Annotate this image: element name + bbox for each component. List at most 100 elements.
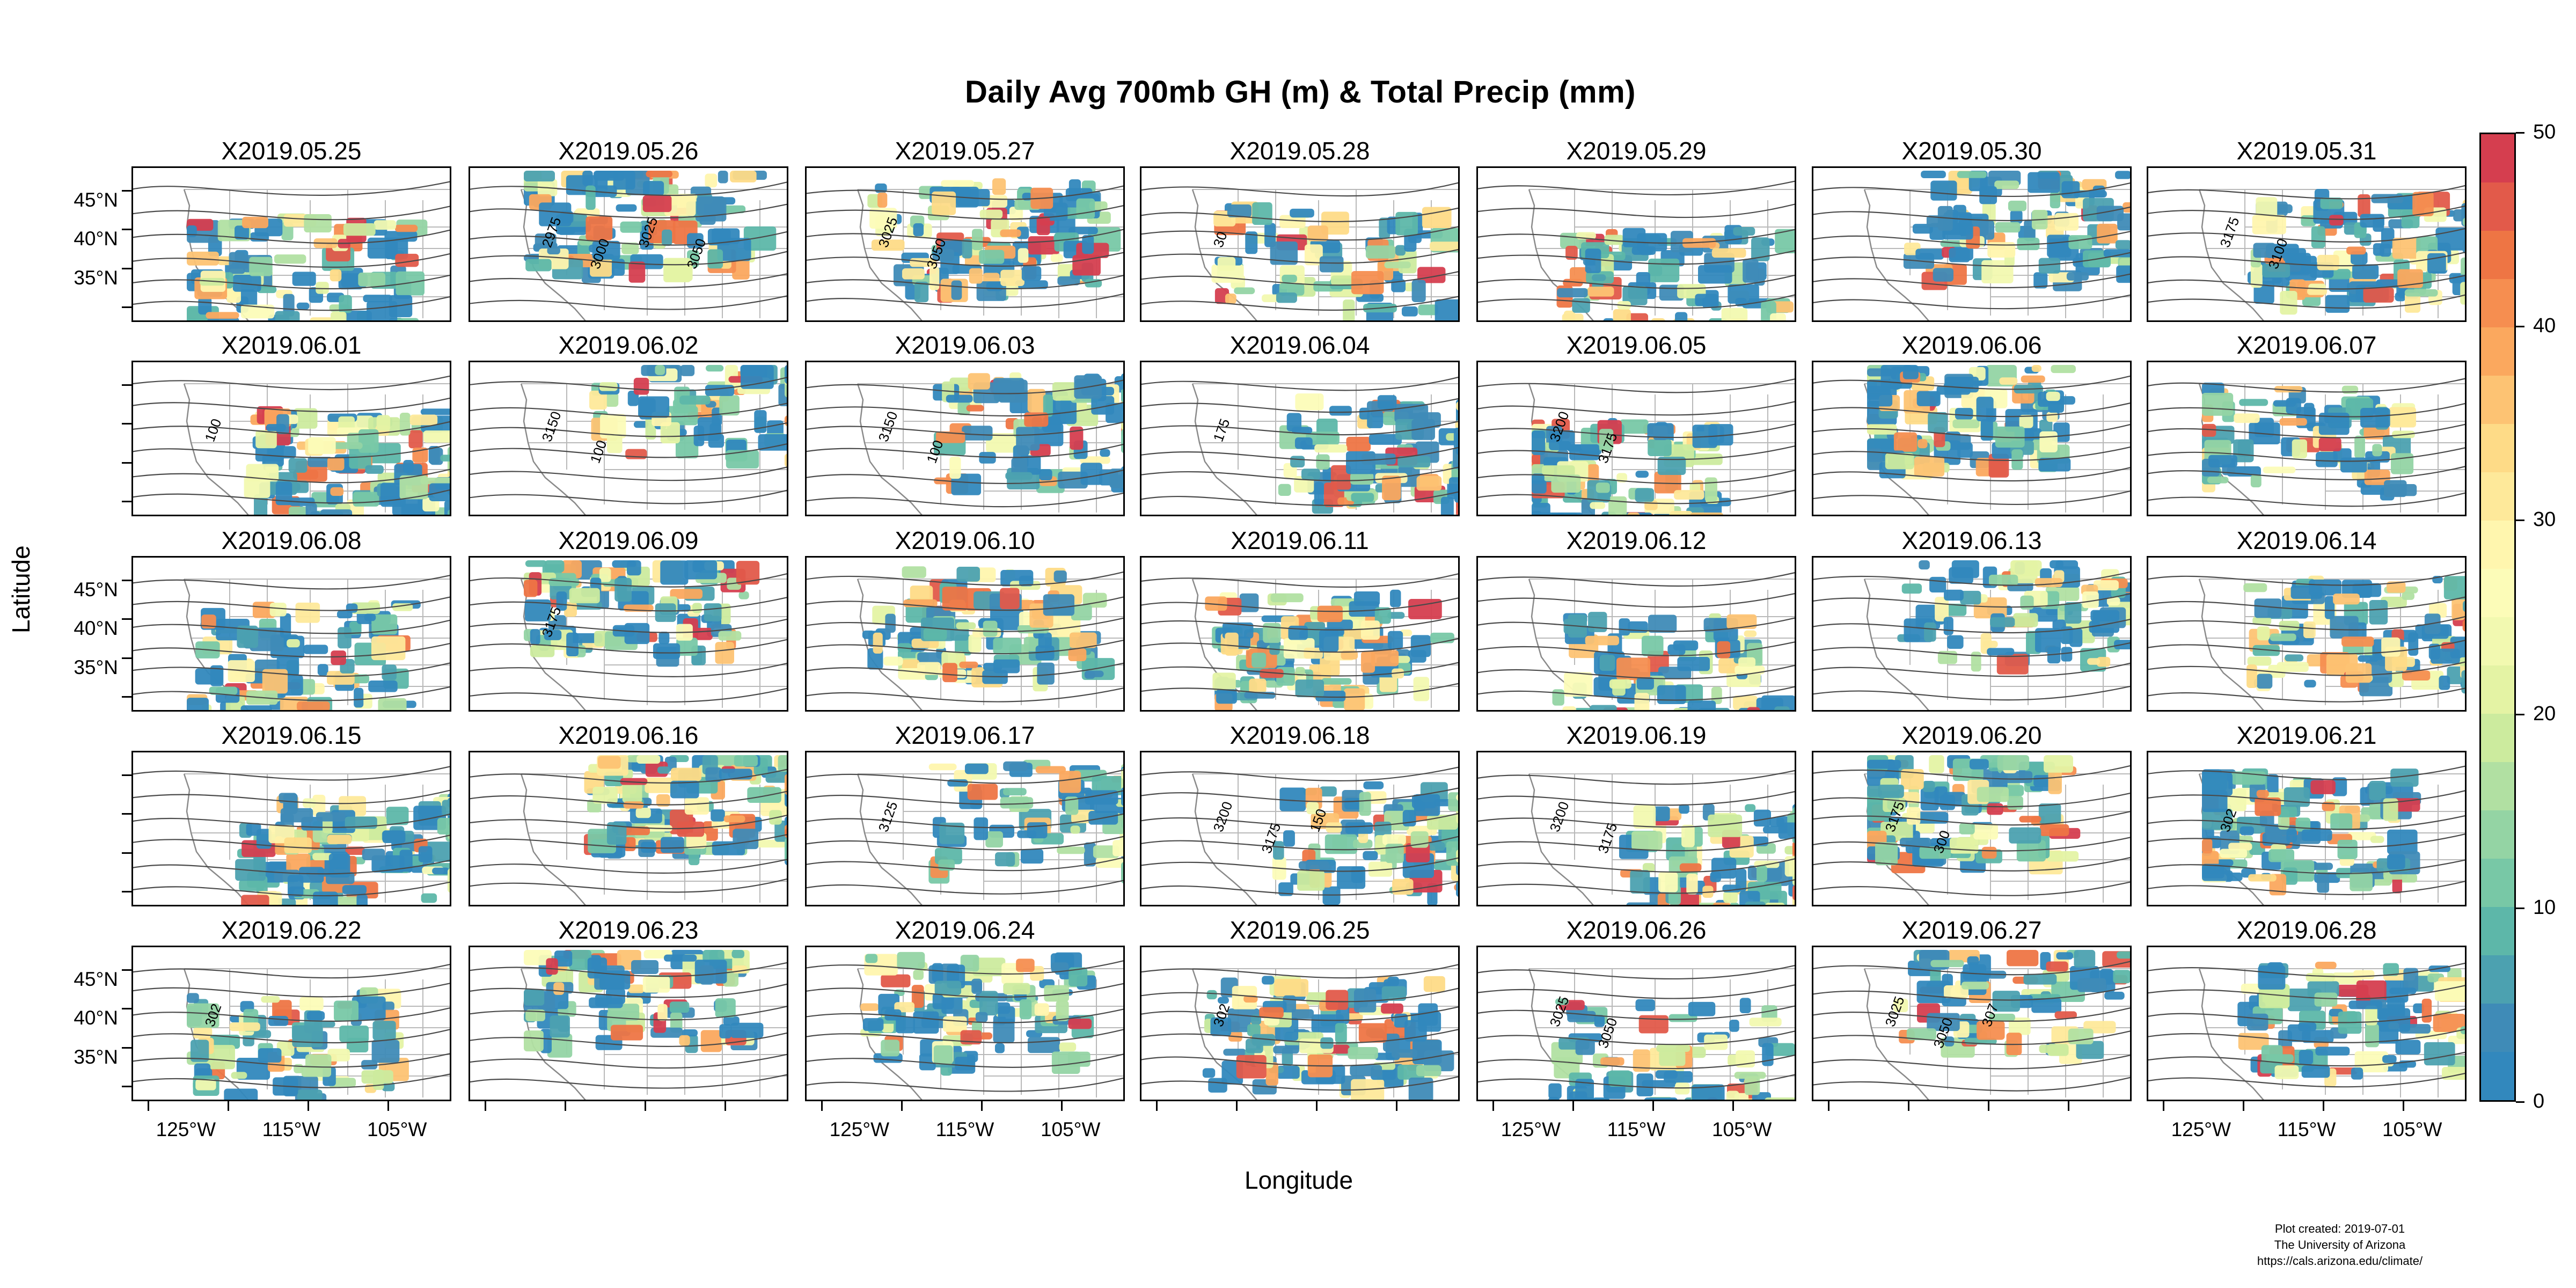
precip-cell: [2299, 1050, 2314, 1065]
precip-cell: [2404, 289, 2438, 297]
precip-cell: [346, 1037, 369, 1052]
precip-cell: [331, 442, 363, 449]
lat-tick-mark: [122, 501, 131, 502]
precip-cell: [1274, 979, 1308, 997]
precip-cell: [1121, 373, 1123, 392]
precip-cell: [1068, 1018, 1092, 1029]
gh-contour: [133, 181, 450, 196]
precip-cell: [972, 229, 983, 251]
gh-contour: [470, 962, 787, 977]
coastline: [520, 773, 586, 905]
gh-contour: [470, 1074, 787, 1089]
precip-cell: [1273, 1045, 1299, 1054]
precip-cell: [1994, 180, 2019, 189]
map-panel: 3150 100: [469, 361, 788, 516]
map-panel-svg: 175: [1141, 376, 1458, 515]
precip-cell: [525, 560, 547, 567]
precip-cell: [913, 1011, 939, 1034]
precip-cell: [946, 394, 973, 403]
precip-cell: [1327, 619, 1353, 631]
precip-cell: [1961, 982, 1989, 990]
gh-contour: [1478, 1054, 1795, 1070]
gh-contour: [2148, 294, 2465, 309]
precip-cell: [1987, 803, 2003, 815]
precip-cell: [2424, 1042, 2455, 1066]
precip-cell: [1634, 693, 1650, 710]
precip-cell: [448, 868, 450, 893]
precip-cell: [1227, 204, 1252, 217]
precip-cell: [641, 841, 656, 853]
gh-contour: [1141, 573, 1458, 588]
gh-contour: [2148, 228, 2465, 243]
precip-cell: [1035, 766, 1066, 773]
precip-cell: [1677, 656, 1710, 671]
precip-cell: [1047, 615, 1081, 638]
colorbar-band: [2481, 231, 2514, 279]
gh-contour: [1478, 203, 1795, 218]
precip-cell: [1627, 513, 1640, 515]
precip-cell: [2202, 865, 2224, 879]
lat-tick-mark: [122, 1046, 131, 1049]
map-panel-svg: [807, 952, 1123, 1100]
map-panel: 3150 100: [805, 361, 1125, 516]
gh-contour: [1141, 376, 1458, 391]
precip-cell: [1532, 502, 1550, 515]
precip-cell: [974, 817, 989, 840]
gh-contour: [1813, 206, 2130, 222]
precip-cell: [232, 275, 261, 292]
precip-cell: [368, 680, 398, 692]
coastline: [857, 968, 923, 1100]
precip-cell: [1451, 863, 1458, 881]
precip-cell: [294, 408, 318, 429]
precip-cell: [524, 950, 552, 965]
precip-cell: [677, 821, 705, 837]
precip-cell: [310, 317, 333, 320]
precip-cell: [1418, 1003, 1438, 1026]
precip-cell: [1747, 707, 1760, 710]
gh-contour: [470, 231, 787, 246]
credit-url: https://cals.arizona.edu/climate/: [2257, 1254, 2423, 1268]
colorbar-band: [2481, 810, 2514, 859]
precip-cell: [968, 373, 990, 390]
precip-cell: [2220, 848, 2248, 858]
gh-contour: [1141, 1076, 1458, 1091]
gh-contour: [2148, 205, 2465, 220]
gh-contour: [2148, 985, 2465, 1000]
colorbar-label: 20: [2533, 702, 2556, 725]
colorbar-band: [2481, 521, 2514, 569]
precip-cell: [1681, 824, 1695, 847]
precip-cell: [1774, 706, 1790, 710]
precip-cell: [979, 209, 1003, 219]
lon-tick-mark: [1060, 1101, 1063, 1111]
precip-cell: [1027, 1037, 1060, 1053]
precip-cell: [653, 643, 680, 660]
precip-cell: [1273, 841, 1284, 860]
lat-tick-label: 45°N: [74, 968, 118, 990]
gh-contour: [1478, 229, 1795, 244]
precip-cell: [1454, 493, 1458, 503]
precip-cell: [962, 238, 972, 259]
precip-cell: [1596, 482, 1610, 493]
contour-label: 3175: [2216, 215, 2242, 250]
precip-cell: [448, 509, 450, 515]
precip-cell: [275, 481, 292, 506]
precip-cell: [1252, 653, 1267, 668]
precip-cell: [275, 311, 300, 320]
precip-cell: [928, 763, 957, 771]
precip-cell: [1000, 588, 1020, 610]
precip-cell: [1282, 274, 1297, 283]
precip-cell: [1562, 706, 1576, 710]
precip-cell: [2017, 237, 2040, 251]
precip-cell: [299, 997, 324, 1011]
precip-cell: [1314, 482, 1324, 506]
precip-cell: [2246, 1013, 2268, 1031]
precip-cell: [1401, 306, 1418, 317]
precip-cell: [1867, 448, 1883, 470]
precip-cell: [956, 622, 976, 630]
precip-cell: [1604, 235, 1624, 245]
gh-contour: [470, 489, 787, 504]
precip-cell: [1346, 436, 1371, 451]
precip-cell: [1381, 1003, 1403, 1014]
precip-cell: [1252, 202, 1272, 225]
